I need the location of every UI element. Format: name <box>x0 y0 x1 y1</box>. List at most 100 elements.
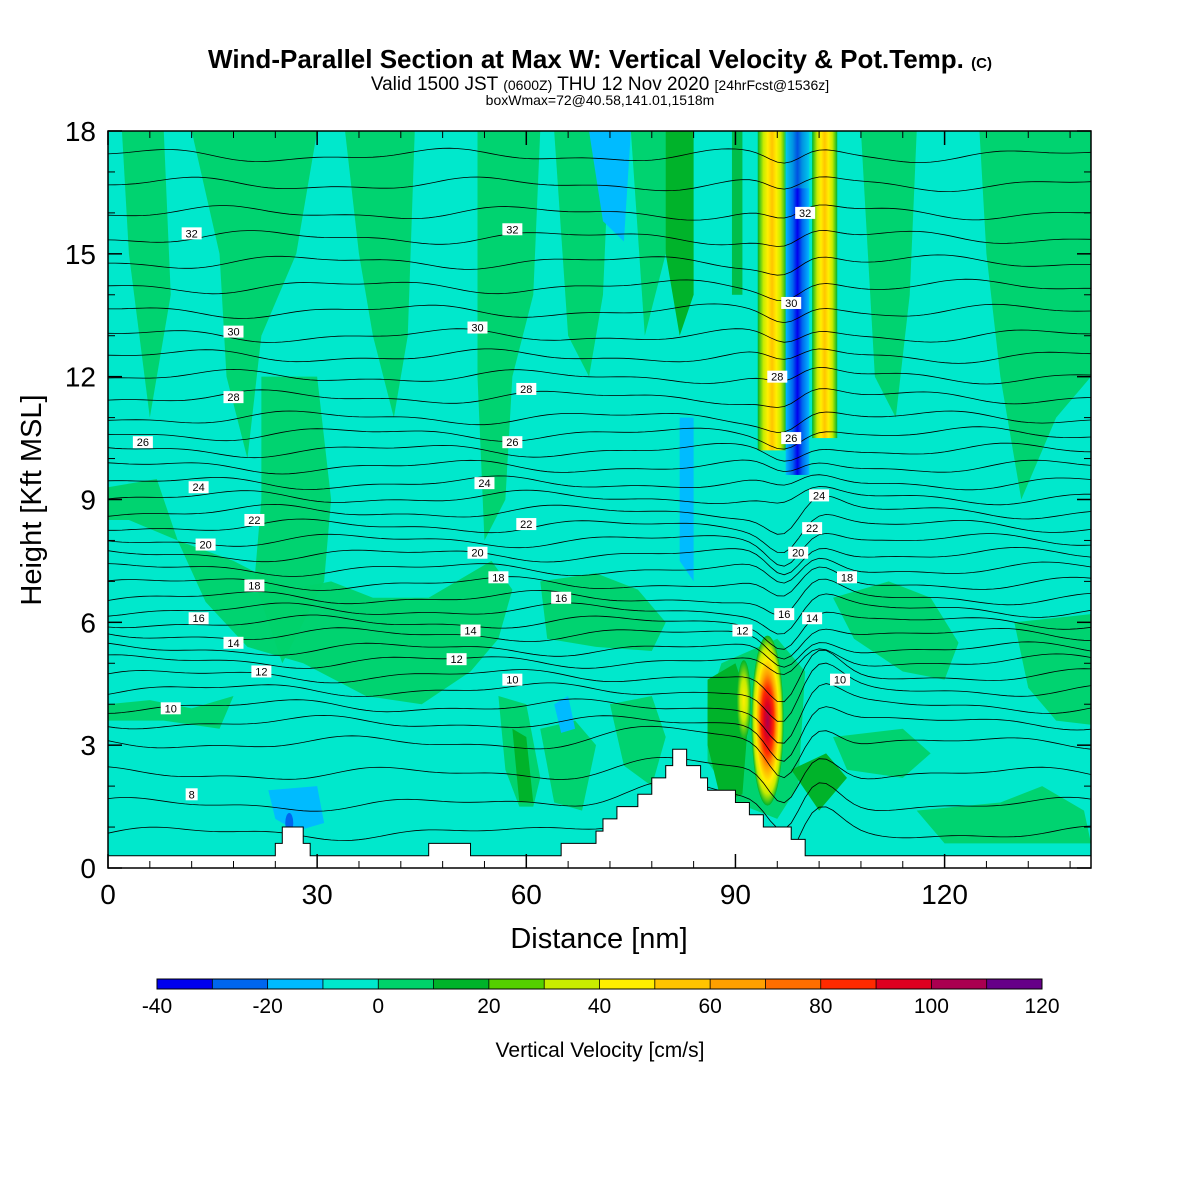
colorbar-tick-label: 80 <box>809 995 832 1018</box>
isentrope-label-bg <box>502 436 523 449</box>
upward-motion-region <box>860 131 917 418</box>
y-tick-label: 15 <box>65 239 96 270</box>
isentrope-line <box>108 683 1091 744</box>
isentrope-line <box>108 366 1091 385</box>
isentrope-line <box>108 662 1091 722</box>
upward-motion-region <box>121 131 171 418</box>
upward-motion-region <box>540 720 597 811</box>
isentrope-label: 28 <box>767 370 788 384</box>
upward-motion-region <box>191 131 318 459</box>
isentrope-label-bg <box>809 489 830 502</box>
upward-motion-region <box>979 131 1091 500</box>
isentrope-label: 20 <box>788 546 809 560</box>
isentrope-label-bg <box>244 513 265 526</box>
isentrope-label-text: 26 <box>785 433 797 445</box>
downward-motion-region <box>268 786 325 832</box>
max-updraft-core <box>751 635 784 806</box>
isentrope-label: 28 <box>223 391 244 404</box>
isentrope-line <box>108 278 1091 302</box>
isentrope-label: 32 <box>181 227 202 240</box>
colorbar-swatch <box>654 979 711 989</box>
terrain-profile <box>107 748 1092 869</box>
colorbar-swatch <box>267 979 323 989</box>
isentrope-line <box>108 706 1091 762</box>
isentrope-label-bg <box>467 546 488 559</box>
isentrope-label-text: 12 <box>255 666 267 678</box>
isentrope-label-bg <box>774 608 795 621</box>
isentrope-label-text: 24 <box>813 490 825 502</box>
isentrope-label-text: 20 <box>792 548 804 560</box>
isentrope-label-text: 10 <box>506 675 518 687</box>
isentrope-line <box>108 593 1091 635</box>
colorbar-swatch <box>212 979 268 989</box>
isentrope-label-bg <box>188 481 209 494</box>
isentrope-line <box>108 611 1091 650</box>
isentrope-line <box>108 230 1091 247</box>
isentrope-label: 14 <box>223 636 244 650</box>
isentrope-label-text: 32 <box>186 228 198 240</box>
isentrope-label-text: 14 <box>464 626 476 638</box>
isentrope-label-text: 28 <box>520 384 532 396</box>
isentrope-label-bg <box>446 653 467 666</box>
colorbar-swatch <box>322 979 379 989</box>
isentrope-label: 24 <box>474 477 495 490</box>
isentrope-label-bg <box>195 538 216 551</box>
isentrope-label: 20 <box>467 546 488 560</box>
isentrope-label: 22 <box>516 518 537 531</box>
isentrope-line <box>108 578 1091 616</box>
chart-title: Wind-Parallel Section at Max W: Vertical… <box>208 44 992 74</box>
isentrope-label-text: 18 <box>248 580 260 592</box>
isentrope-line <box>108 303 1091 324</box>
plot-area <box>108 131 1091 868</box>
isentrope-line <box>108 486 1091 506</box>
isentrope-label: 20 <box>195 538 216 552</box>
chart-subtitle-box: boxWmax=72@40.58,141.01,1518m <box>485 92 715 108</box>
isentrope-line <box>108 806 1091 861</box>
isentrope-label-bg <box>802 612 823 625</box>
isentrope-label-text: 22 <box>248 515 260 527</box>
isentrope-label: 32 <box>502 223 523 236</box>
isentrope-label-text: 22 <box>520 519 532 531</box>
isentrope-label-text: 30 <box>785 298 797 310</box>
isentrope-label: 12 <box>251 665 272 678</box>
isentrope-line <box>108 147 1091 164</box>
isentrope-label-text: 14 <box>806 613 818 625</box>
isentrope-label-bg <box>732 624 753 637</box>
isentrope-label: 30 <box>223 325 244 339</box>
upward-motion-region <box>833 728 931 778</box>
isentrope-label: 30 <box>781 296 802 310</box>
isentrope-label-text: 26 <box>137 437 149 449</box>
x-tick-label: 30 <box>302 879 333 910</box>
isentrope-line <box>108 474 1091 491</box>
isentrope-label-bg <box>781 296 802 309</box>
isentrope-label: 10 <box>502 673 523 687</box>
upward-motion-region <box>108 479 513 705</box>
isentrope-label-bg <box>223 636 244 649</box>
isentrope-label-bg <box>488 571 509 584</box>
isentrope-line <box>108 648 1091 675</box>
downward-motion-region <box>679 417 694 582</box>
isentrope-label: 26 <box>502 436 523 449</box>
isentrope-line <box>108 641 1091 668</box>
isentrope-label-text: 20 <box>471 548 483 560</box>
isentrope-label-text: 16 <box>555 593 567 605</box>
isentrope-label: 24 <box>809 489 830 502</box>
x-tick-label: 60 <box>511 879 542 910</box>
colorbar: -40 -20 0 20 40 60 80 100 120 <box>142 978 1060 1018</box>
colorbar-swatch <box>820 979 877 989</box>
terrain <box>107 748 1092 869</box>
isentrope-line <box>108 649 1091 703</box>
upward-motion-region <box>833 581 959 680</box>
isentrope-line <box>108 557 1091 584</box>
colorbar-swatch <box>378 979 434 989</box>
isentrope-label: 22 <box>244 513 265 527</box>
isentrope-label: 26 <box>132 436 153 449</box>
colorbar-tick-label: 100 <box>914 995 949 1018</box>
x-axis-label: Distance [nm] <box>510 923 687 955</box>
upward-motion-region <box>630 131 673 336</box>
isentrope-label-text: 12 <box>450 654 462 666</box>
isentrope-line <box>108 328 1091 343</box>
isentrope-label-bg <box>502 673 523 686</box>
isentrope-label-text: 30 <box>471 323 483 335</box>
